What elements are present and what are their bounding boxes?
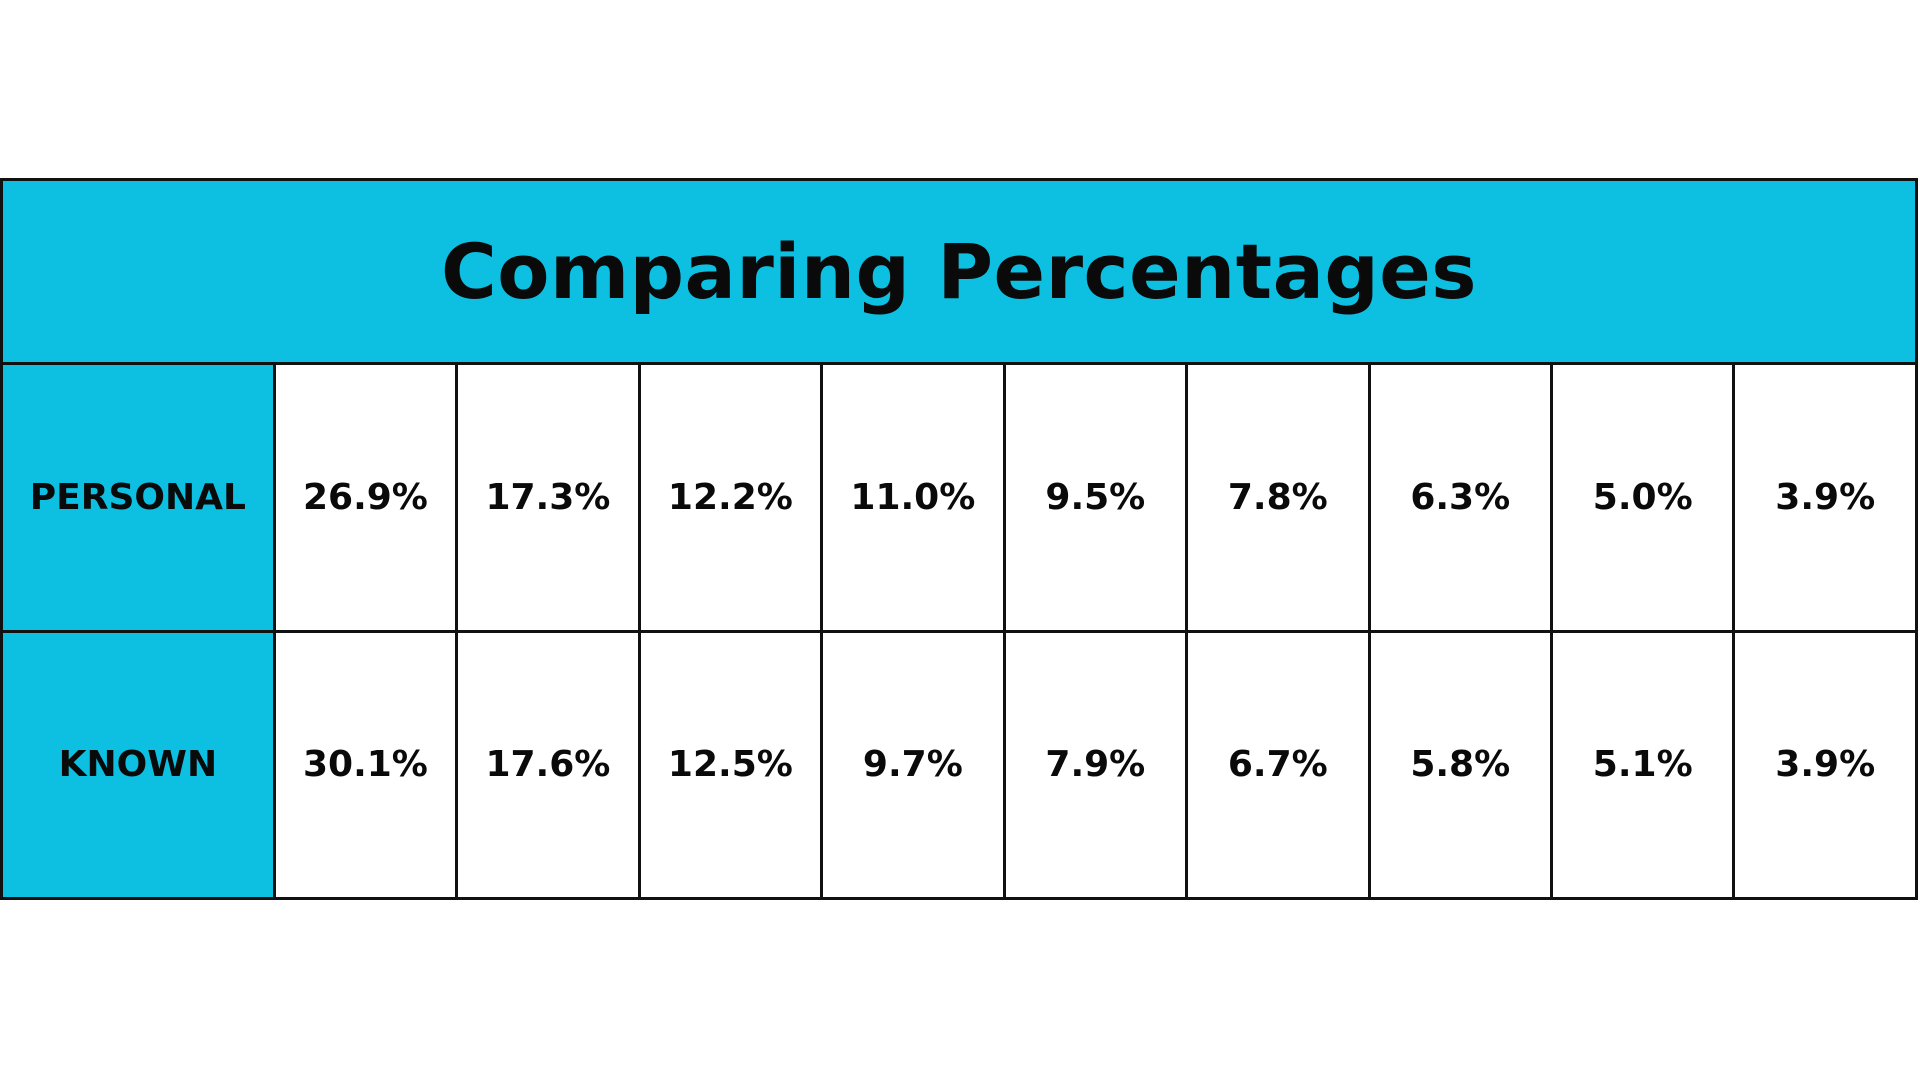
table-cell: 17.6% [455, 629, 641, 901]
table-cell: 12.2% [637, 362, 824, 633]
table-cell: 26.9% [272, 362, 459, 633]
table-cell: 9.5% [1002, 362, 1189, 633]
table-cell: 5.0% [1549, 362, 1736, 633]
table-cell: 11.0% [820, 362, 1006, 633]
table-row-personal: PERSONAL 26.9% 17.3% 12.2% 11.0% 9.5% 7.… [0, 362, 1918, 633]
table-cell: 9.7% [820, 629, 1006, 901]
table-cell: 3.9% [1732, 362, 1918, 633]
table-row-known: KNOWN 30.1% 17.6% 12.5% 9.7% 7.9% 6.7% 5… [0, 629, 1918, 901]
table-cell: 17.3% [455, 362, 641, 633]
table-cell: 7.9% [1002, 629, 1189, 901]
row-label-personal: PERSONAL [0, 362, 276, 633]
table-title: Comparing Percentages [0, 177, 1918, 366]
table-cell: 3.9% [1732, 629, 1918, 901]
table-cell: 6.7% [1185, 629, 1371, 901]
table-cell: 6.3% [1367, 362, 1553, 633]
table-cell: 7.8% [1185, 362, 1371, 633]
comparison-table: Comparing Percentages PERSONAL 26.9% 17.… [0, 177, 1918, 901]
table-cell: 5.8% [1367, 629, 1553, 901]
title-row: Comparing Percentages [0, 177, 1918, 366]
table-cell: 30.1% [272, 629, 459, 901]
row-label-known: KNOWN [0, 629, 276, 901]
table-cell: 5.1% [1549, 629, 1736, 901]
table-cell: 12.5% [637, 629, 824, 901]
